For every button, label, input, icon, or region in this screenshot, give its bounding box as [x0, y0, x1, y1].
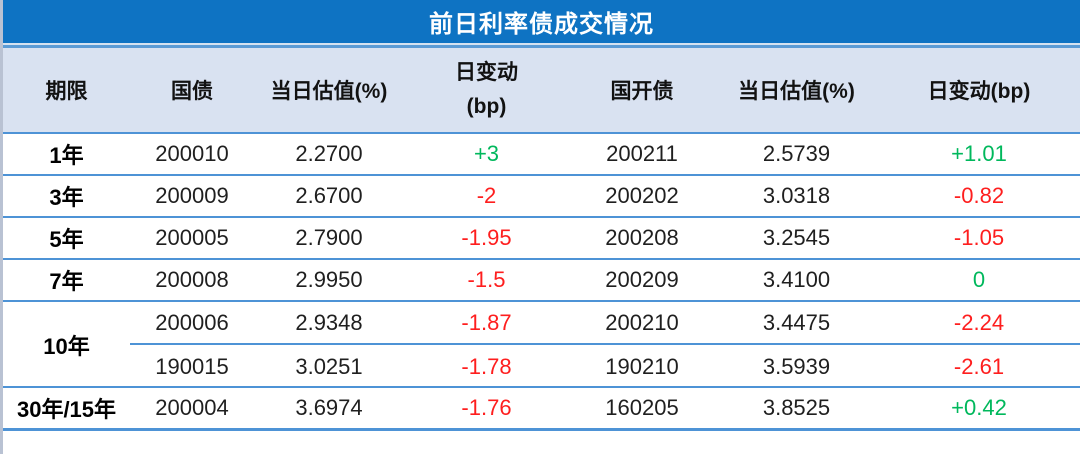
- term-cell: 7年: [49, 269, 84, 294]
- treasury-valuation-cell: 3.0251: [295, 353, 363, 379]
- treasury-change-cell: -2: [476, 183, 497, 208]
- cdb-code-cell: 190210: [605, 353, 679, 379]
- treasury-code-cell: 190015: [155, 353, 229, 379]
- cdb-change-cell: +1.01: [951, 141, 1007, 166]
- treasury-code-cell: 200005: [155, 225, 229, 250]
- table-row-10y: 10年 200006 2.9348 -1.87 200210 3.4475 -2…: [3, 300, 1080, 386]
- col-header-treasury-daily-change-line1: 日变动: [455, 61, 518, 85]
- table-row-30y-15y: 30年/15年 200004 3.6974 -1.76 160205 3.852…: [3, 386, 1080, 428]
- cdb-code-cell: 200208: [605, 225, 679, 250]
- col-header-cdb-daily-change: 日变动(bp): [927, 80, 1031, 103]
- cdb-change-cell: -2.61: [953, 353, 1005, 379]
- treasury-valuation-cell: 2.2700: [295, 141, 363, 166]
- cdb-valuation-cell: 3.5939: [762, 353, 831, 379]
- treasury-valuation-cell: 2.6700: [295, 183, 363, 208]
- table-header-row: 期限 国债 当日估值(%) 日变动 (bp) 国开债 当日估值(%) 日变动(b…: [3, 45, 1080, 132]
- table-bottom-border: [3, 428, 1080, 431]
- cdb-code-cell: 200209: [605, 267, 679, 292]
- treasury-change-cell: -1.78: [461, 353, 512, 379]
- table-title: 前日利率债成交情况: [429, 11, 654, 38]
- table-row-3y: 3年 200009 2.6700 -2 200202 3.0318 -0.82: [3, 174, 1080, 216]
- cdb-change-cell: 0: [972, 267, 986, 292]
- treasury-valuation-cell: 2.9348: [254, 302, 404, 345]
- cdb-code-cell: 200210: [569, 302, 715, 345]
- treasury-code-cell: 200010: [155, 141, 229, 166]
- col-header-cdb-valuation: 当日估值(%): [738, 80, 855, 103]
- cdb-valuation-cell: 3.4100: [762, 267, 831, 292]
- cdb-valuation-cell: 3.4475: [715, 302, 878, 345]
- treasury-code-cell: 200008: [155, 267, 229, 292]
- cdb-code-cell: 160205: [605, 395, 679, 420]
- table-row-5y: 5年 200005 2.7900 -1.95 200208 3.2545 -1.…: [3, 216, 1080, 258]
- treasury-valuation-cell: 3.6974: [295, 395, 363, 420]
- cdb-code-cell: 200202: [605, 183, 679, 208]
- treasury-code-cell: 200004: [155, 395, 229, 420]
- term-cell: 3年: [49, 185, 84, 210]
- col-header-term: 期限: [45, 80, 88, 103]
- cdb-change-cell: -0.82: [953, 183, 1005, 208]
- col-header-treasury-bond: 国债: [171, 80, 213, 103]
- cdb-change-cell: +0.42: [951, 395, 1007, 420]
- cdb-change-cell: -1.05: [953, 225, 1005, 250]
- treasury-change-cell: -1.76: [461, 395, 512, 420]
- treasury-change-cell: -1.5: [467, 267, 506, 292]
- col-header-treasury-daily-change: 日变动 (bp): [404, 48, 569, 132]
- term-cell: 30年/15年: [16, 397, 117, 422]
- term-cell: 1年: [49, 143, 84, 168]
- term-cell: 5年: [49, 227, 84, 252]
- table-row-1y: 1年 200010 2.2700 +3 200211 2.5739 +1.01: [3, 132, 1080, 174]
- treasury-valuation-cell: 2.7900: [295, 225, 363, 250]
- treasury-code-cell: 200006: [130, 302, 254, 345]
- cdb-code-cell: 200211: [606, 141, 678, 166]
- treasury-change-cell: -1.95: [461, 225, 512, 250]
- col-header-cdb-bond: 国开债: [610, 80, 674, 103]
- cdb-valuation-cell: 3.8525: [762, 395, 831, 420]
- term-cell: 10年: [43, 334, 90, 359]
- cdb-valuation-cell: 2.5739: [762, 141, 831, 166]
- cdb-valuation-cell: 3.0318: [762, 183, 831, 208]
- cdb-valuation-cell: 3.2545: [762, 225, 831, 250]
- table-title-bar: 前日利率债成交情况: [3, 0, 1080, 45]
- table-row-7y: 7年 200008 2.9950 -1.5 200209 3.4100 0: [3, 258, 1080, 300]
- treasury-valuation-cell: 2.9950: [295, 267, 363, 292]
- col-header-treasury-valuation: 当日估值(%): [270, 80, 388, 103]
- treasury-change-cell: +3: [473, 141, 500, 166]
- treasury-change-cell: -1.87: [404, 302, 569, 345]
- treasury-code-cell: 200009: [155, 183, 229, 208]
- col-header-treasury-daily-change-line2: (bp): [466, 95, 507, 118]
- cdb-change-cell: -2.24: [878, 302, 1080, 345]
